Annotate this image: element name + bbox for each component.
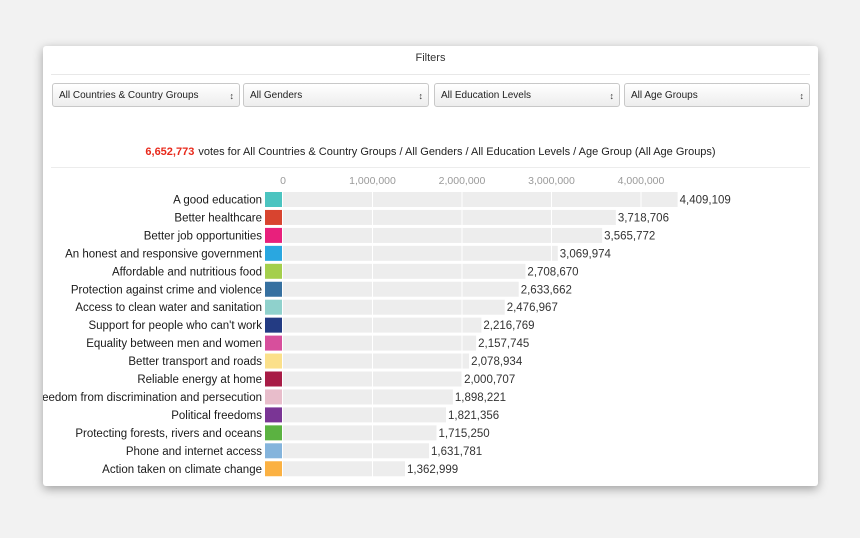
vote-summary-text: votes for All Countries & Country Groups…	[198, 146, 716, 158]
country-select[interactable]: All Countries & Country Groups ↕	[52, 83, 240, 107]
bar	[283, 192, 678, 207]
country-select-value: All Countries & Country Groups	[59, 90, 199, 101]
value-label: 2,633,662	[521, 284, 572, 296]
color-swatch	[265, 192, 282, 207]
bar	[283, 389, 453, 405]
value-label: 1,715,250	[439, 428, 490, 440]
priorities-bar-chart: 0 1,000,000 2,000,000 3,000,000 4,000,000 A g…	[43, 175, 731, 478]
value-label: 2,708,670	[527, 266, 578, 278]
select-arrows-icon: ↕	[229, 91, 235, 101]
select-arrows-icon: ↕	[609, 91, 615, 101]
education-select-value: All Education Levels	[441, 90, 532, 101]
color-swatch	[265, 443, 282, 459]
gender-select[interactable]: All Genders ↕	[243, 83, 429, 107]
age-select[interactable]: All Age Groups ↕	[624, 83, 810, 107]
filters-title: Filters	[415, 52, 446, 64]
bar	[283, 443, 430, 459]
category-label: Better transport and roads	[128, 356, 262, 368]
vote-count: 6,652,773	[145, 146, 195, 158]
bar	[283, 227, 603, 243]
color-swatch	[265, 317, 282, 333]
category-label: An honest and responsive government	[65, 248, 263, 260]
color-swatch	[265, 407, 282, 423]
bar	[283, 425, 437, 441]
color-swatch	[265, 263, 282, 279]
color-swatch	[265, 335, 282, 351]
value-label: 4,409,109	[680, 195, 731, 207]
color-swatch	[265, 227, 282, 243]
value-label: 3,718,706	[618, 212, 669, 224]
bar	[283, 317, 482, 333]
color-swatch	[265, 245, 282, 261]
category-label: Protection against crime and violence	[71, 284, 262, 296]
color-swatch	[265, 299, 282, 315]
value-label: 2,476,967	[507, 302, 558, 314]
x-tick-label: 4,000,000	[618, 175, 665, 187]
bar	[283, 299, 505, 315]
x-tick-label: 3,000,000	[528, 175, 575, 187]
category-label: Reliable energy at home	[137, 374, 262, 386]
category-label: Access to clean water and sanitation	[75, 302, 262, 314]
filters-divider	[51, 74, 810, 75]
color-swatch	[265, 281, 282, 297]
x-tick-label: 2,000,000	[439, 175, 486, 187]
category-label: Political freedoms	[171, 410, 262, 422]
select-arrows-icon: ↕	[799, 91, 805, 101]
value-label: 1,362,999	[407, 464, 458, 476]
category-label: Support for people who can't work	[88, 320, 262, 332]
color-swatch	[265, 461, 282, 477]
gender-select-value: All Genders	[250, 90, 303, 101]
vote-summary: 6,652,773 votes for All Countries & Count…	[43, 146, 818, 158]
color-swatch	[265, 371, 282, 387]
x-tick-label: 1,000,000	[349, 175, 396, 187]
category-label: Affordable and nutritious food	[112, 266, 262, 278]
value-label: 3,565,772	[604, 230, 655, 242]
x-tick-label: 0	[280, 175, 286, 187]
bar	[283, 209, 616, 225]
bar	[283, 281, 519, 297]
category-label: Better job opportunities	[144, 230, 263, 242]
color-swatch	[265, 353, 282, 369]
category-label: Action taken on climate change	[102, 464, 262, 476]
category-label: Freedom from discrimination and persecut…	[43, 392, 262, 404]
category-label: Phone and internet access	[126, 446, 262, 458]
filters-card: Filters All Countries & Country Groups ↕…	[43, 46, 818, 486]
bar	[283, 245, 558, 261]
value-label: 2,078,934	[471, 356, 523, 368]
age-select-value: All Age Groups	[631, 90, 698, 101]
value-label: 1,631,781	[431, 446, 482, 458]
color-swatch	[265, 389, 282, 405]
bar	[283, 461, 405, 477]
category-label: A good education	[173, 195, 262, 207]
value-label: 3,069,974	[560, 248, 612, 260]
color-swatch	[265, 209, 282, 225]
category-label: Equality between men and women	[86, 338, 262, 350]
summary-divider	[51, 167, 810, 168]
bar	[283, 407, 447, 423]
category-label: Protecting forests, rivers and oceans	[75, 428, 262, 440]
value-label: 1,821,356	[448, 410, 499, 422]
select-arrows-icon: ↕	[418, 91, 424, 101]
color-swatch	[265, 425, 282, 441]
bar	[283, 353, 470, 369]
value-label: 2,000,707	[464, 374, 515, 386]
value-label: 1,898,221	[455, 392, 506, 404]
bar	[283, 263, 526, 279]
bar	[283, 335, 477, 351]
education-select[interactable]: All Education Levels ↕	[434, 83, 620, 107]
value-label: 2,157,745	[478, 338, 529, 350]
category-label: Better healthcare	[174, 212, 262, 224]
value-label: 2,216,769	[483, 320, 534, 332]
